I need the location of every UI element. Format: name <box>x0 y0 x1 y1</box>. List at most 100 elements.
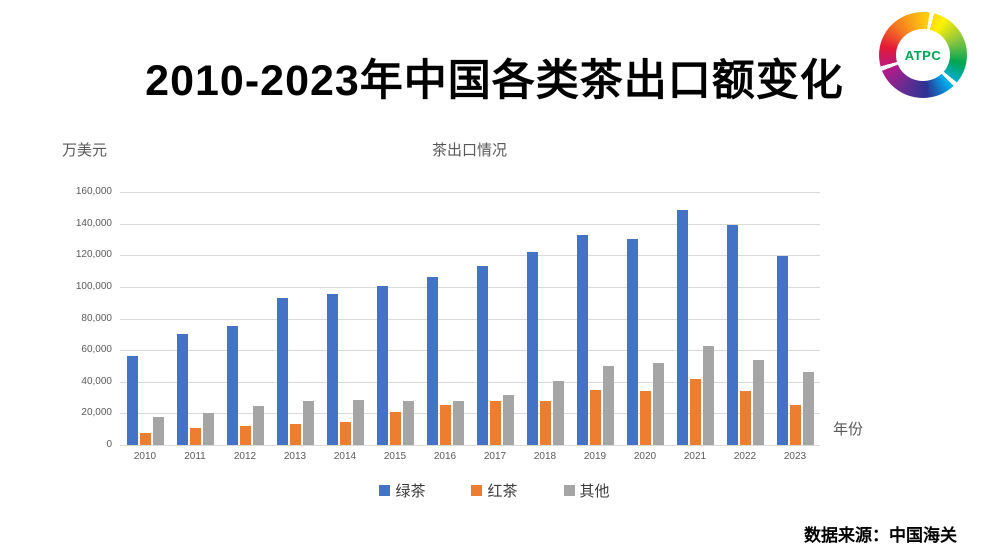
page-title: 2010-2023年中国各类茶出口额变化 <box>145 57 844 105</box>
x-tick-2023: 2023 <box>783 451 807 462</box>
legend: 绿茶 红茶 其他 <box>0 480 989 501</box>
gridline-80000 <box>120 318 820 320</box>
green-tea-bar-2017 <box>476 265 488 445</box>
green-tea-bar-2021 <box>676 209 688 445</box>
other-bar-2018 <box>552 380 564 445</box>
x-tick-2016: 2016 <box>433 451 457 462</box>
black-tea-bar-2023 <box>789 404 801 445</box>
bar-group-2011 <box>170 192 220 445</box>
x-tick-2019: 2019 <box>583 451 607 462</box>
y-tick-40000: 40,000 <box>81 375 112 387</box>
other-bar-2016 <box>452 400 464 445</box>
bar-group-2012 <box>220 192 270 445</box>
bar-group-2021 <box>670 192 720 445</box>
green-tea-bar-2012 <box>226 325 238 445</box>
bar-group-2022 <box>720 192 770 445</box>
atpc-logo: ATPC <box>879 12 967 98</box>
black-tea-bar-2021 <box>689 379 701 445</box>
green-tea-bar-2023 <box>776 256 788 445</box>
black-tea-bar-2019 <box>589 389 601 445</box>
green-tea-bar-2020 <box>626 238 638 445</box>
bar-group-2019 <box>570 192 620 445</box>
green-tea-bar-2016 <box>426 276 438 445</box>
black-tea-bar-2022 <box>739 391 751 445</box>
other-bar-2015 <box>402 401 414 445</box>
black-tea-bar-2017 <box>489 401 501 445</box>
black-tea-bar-2016 <box>439 404 451 445</box>
other-bar-2012 <box>252 405 264 445</box>
legend-item-other: 其他 <box>563 480 610 501</box>
black-tea-bar-2014 <box>339 422 351 445</box>
x-tick-2010: 2010 <box>133 451 157 462</box>
x-axis-title: 年份 <box>833 421 864 438</box>
black-tea-swatch-icon <box>471 485 483 496</box>
gridline-40000 <box>120 381 820 383</box>
bar-group-2010 <box>120 192 170 445</box>
legend-item-green-tea: 绿茶 <box>379 480 425 501</box>
bar-group-2023 <box>770 192 820 445</box>
gridline-120000 <box>120 255 820 257</box>
x-tick-2017: 2017 <box>483 451 507 462</box>
y-tick-100000: 100,000 <box>75 280 112 292</box>
y-tick-160000: 160,000 <box>75 186 112 197</box>
green-tea-bar-2013 <box>276 297 288 445</box>
other-bar-2017 <box>502 394 514 445</box>
black-tea-bar-2020 <box>639 390 651 445</box>
x-tick-2013: 2013 <box>283 451 307 462</box>
legend-label-green-tea: 绿茶 <box>395 483 426 500</box>
other-bar-2010 <box>152 416 164 445</box>
green-tea-bar-2011 <box>176 333 188 445</box>
other-bar-2021 <box>702 346 714 445</box>
black-tea-bar-2018 <box>539 400 551 445</box>
x-tick-2014: 2014 <box>333 451 357 462</box>
x-tick-2021: 2021 <box>683 451 707 462</box>
x-tick-2015: 2015 <box>383 451 407 462</box>
gridline-100000 <box>120 286 820 288</box>
y-tick-0: 0 <box>106 439 112 450</box>
chart-title: 茶出口情况 <box>432 142 508 159</box>
other-bar-2022 <box>752 360 764 445</box>
black-tea-bar-2015 <box>389 412 401 445</box>
plot-area <box>120 192 820 446</box>
other-bar-2019 <box>602 366 614 445</box>
data-source: 数据来源：中国海关 <box>804 526 957 545</box>
gridline-140000 <box>120 223 820 225</box>
bar-group-2015 <box>370 192 420 445</box>
green-tea-bar-2014 <box>326 294 338 445</box>
bar-group-2018 <box>520 192 570 445</box>
x-tick-2020: 2020 <box>633 451 657 462</box>
green-tea-bar-2018 <box>526 251 538 445</box>
x-tick-2012: 2012 <box>233 451 257 462</box>
black-tea-bar-2010 <box>139 432 151 445</box>
y-tick-60000: 60,000 <box>81 344 112 356</box>
y-tick-140000: 140,000 <box>75 217 112 229</box>
green-tea-bar-2019 <box>576 235 588 445</box>
other-bar-2011 <box>202 413 214 445</box>
other-bar-2023 <box>802 371 814 445</box>
legend-item-black-tea: 红茶 <box>471 480 518 501</box>
other-bar-2014 <box>352 400 364 445</box>
y-axis-unit-label: 万美元 <box>62 142 108 159</box>
green-tea-bar-2022 <box>726 224 738 445</box>
logo-text: ATPC <box>896 29 950 81</box>
gridline-160000 <box>120 192 820 193</box>
legend-label-black-tea: 红茶 <box>487 483 518 500</box>
black-tea-bar-2013 <box>289 424 301 445</box>
x-tick-2018: 2018 <box>533 451 557 462</box>
green-tea-bar-2010 <box>126 355 138 445</box>
green-tea-bar-2015 <box>376 285 388 445</box>
other-bar-2013 <box>302 400 314 445</box>
bar-group-2016 <box>420 192 470 445</box>
y-tick-80000: 80,000 <box>81 312 112 324</box>
other-bar-2020 <box>652 362 664 445</box>
green-tea-swatch-icon <box>379 485 391 496</box>
black-tea-bar-2011 <box>189 428 201 445</box>
bar-group-2014 <box>320 192 370 445</box>
other-swatch-icon <box>563 485 575 496</box>
y-tick-20000: 20,000 <box>81 407 112 419</box>
x-tick-2011: 2011 <box>184 451 206 462</box>
bar-group-2017 <box>470 192 520 445</box>
black-tea-bar-2012 <box>239 426 251 445</box>
gridline-0 <box>120 445 820 446</box>
